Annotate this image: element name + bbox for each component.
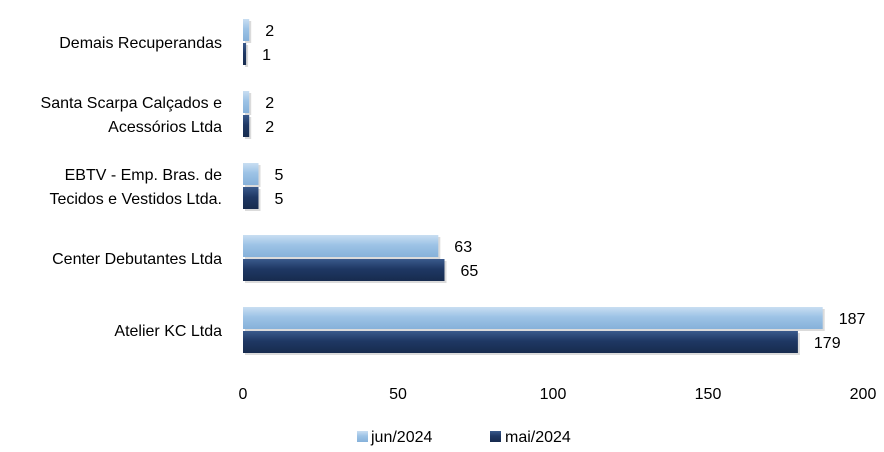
bar-jun-2024 [243, 307, 823, 329]
legend-swatch [490, 431, 501, 442]
data-label: 2 [265, 23, 274, 40]
x-tick-label: 200 [850, 386, 877, 403]
data-label: 5 [275, 191, 284, 208]
legend-item: mai/2024 [490, 429, 571, 446]
bar-mai-2024 [243, 43, 247, 65]
legend-label: mai/2024 [505, 429, 571, 446]
bar-mai-2024 [243, 259, 445, 281]
data-label: 63 [454, 239, 472, 256]
bar-mai-2024 [243, 331, 798, 353]
bar-jun-2024 [243, 163, 259, 185]
legend-item: jun/2024 [357, 429, 432, 446]
category-label: Demais Recuperandas [59, 35, 222, 52]
data-label: 65 [461, 263, 479, 280]
data-labels: 187 63 5 2 2 179 65 5 2 1 [262, 23, 865, 352]
category-label: EBTV - Emp. Bras. de Tecidos e Vestidos L… [49, 167, 222, 208]
data-label: 1 [262, 47, 271, 64]
data-label: 179 [814, 335, 841, 352]
category-axis: Atelier KC Ltda Center Debutantes Ltda EBT… [41, 35, 223, 340]
legend-label: jun/2024 [370, 429, 432, 446]
data-label: 5 [275, 167, 284, 184]
x-tick-label: 100 [540, 386, 567, 403]
x-tick-label: 0 [239, 386, 248, 403]
legend: jun/2024 mai/2024 [357, 429, 571, 446]
bar-jun-2024 [243, 19, 250, 41]
category-label: Santa Scarpa Calçados e Acessórios Ltda [41, 95, 223, 136]
data-label: 2 [265, 95, 274, 112]
x-tick-label: 50 [389, 386, 407, 403]
category-label: Center Debutantes Ltda [52, 251, 222, 268]
category-label: Atelier KC Ltda [114, 323, 222, 340]
bars [243, 19, 825, 355]
x-tick-label: 150 [695, 386, 722, 403]
legend-swatch [357, 431, 368, 442]
data-label: 187 [839, 311, 866, 328]
bar-jun-2024 [243, 235, 439, 257]
bar-mai-2024 [243, 115, 250, 137]
bar-shadow [245, 45, 249, 67]
bar-mai-2024 [243, 187, 259, 209]
data-label: 2 [265, 119, 274, 136]
bar-jun-2024 [243, 91, 250, 113]
value-axis: 0 50 100 150 200 [239, 386, 877, 403]
